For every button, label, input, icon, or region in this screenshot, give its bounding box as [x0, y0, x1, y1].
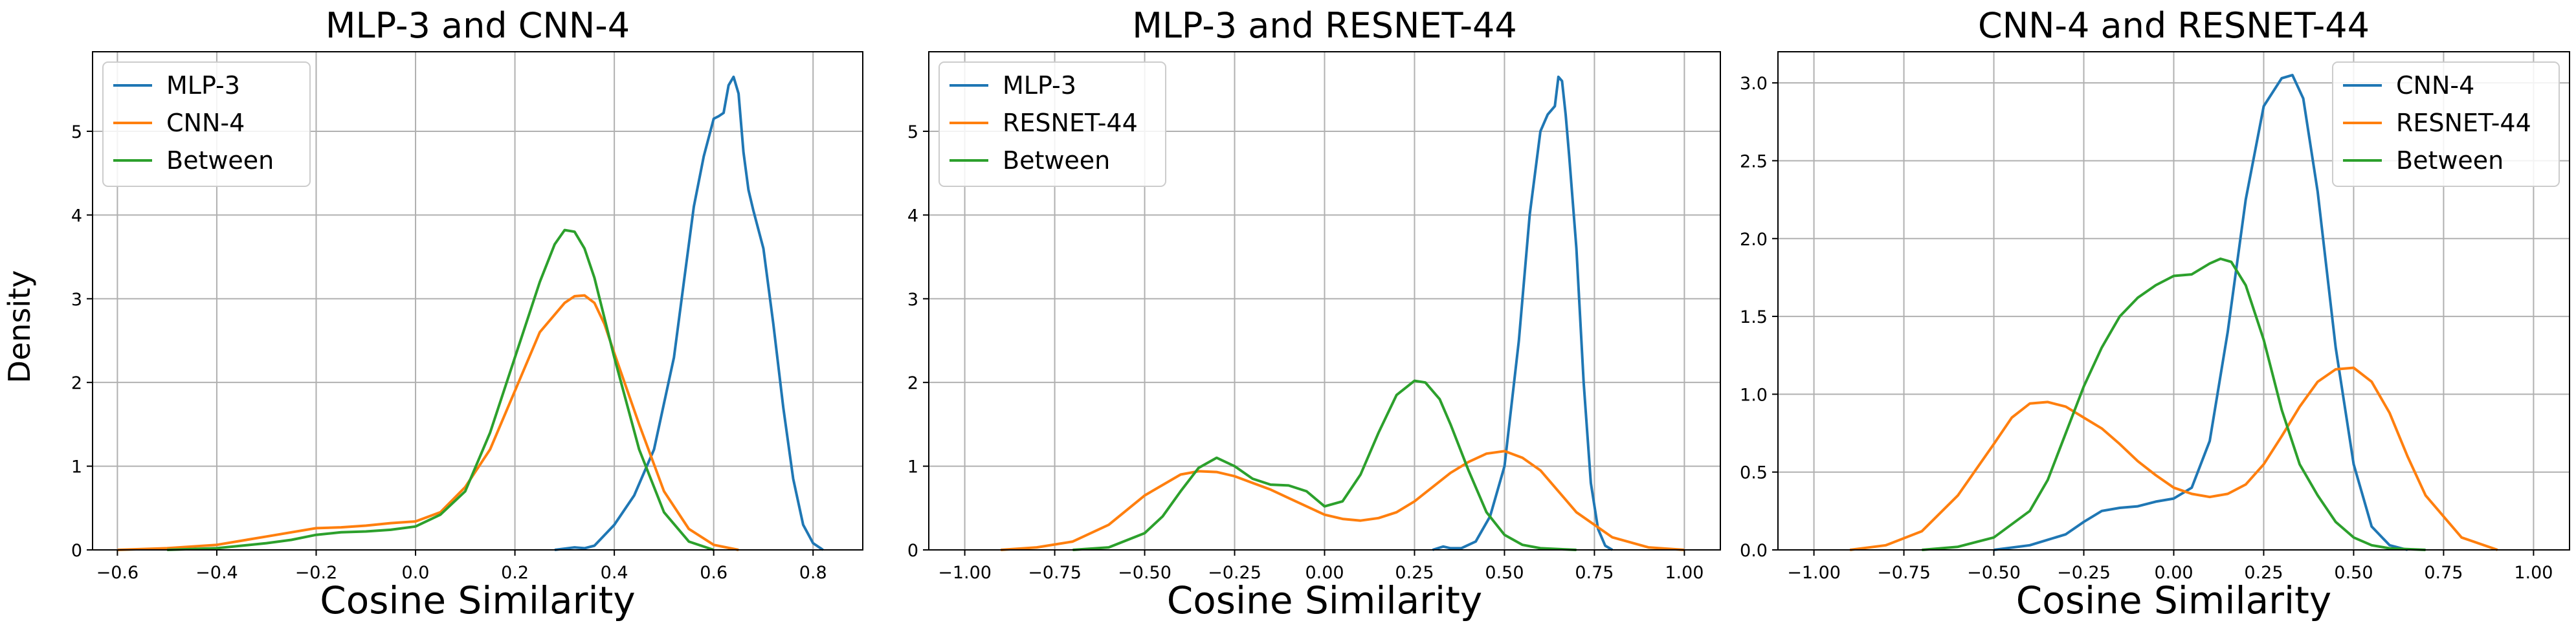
legend-label: Between	[1003, 146, 1110, 175]
x-tick-label: 0.6	[700, 563, 727, 583]
x-tick-label: 0.0	[402, 563, 430, 583]
series-line-mlp-3	[1432, 75, 1614, 551]
y-tick-label: 0.5	[1740, 463, 1768, 483]
y-tick-label: 2	[71, 373, 82, 393]
x-axis-label: Cosine Similarity	[320, 578, 635, 622]
x-tick-label: −0.50	[1967, 563, 2021, 583]
x-tick-label: 0.75	[1575, 563, 1614, 583]
legend-box	[2332, 61, 2560, 187]
legend-label: Between	[2396, 146, 2504, 175]
legend: MLP-3 RESNET-44 Between	[938, 61, 1166, 187]
subplot-1: −0.6 −0.4 −0.2 0.0 0.2 0.4 0.6 0.8 0 1 2 3 4 5 MLP-3 a…	[71, 5, 863, 622]
y-tick-label: 2.5	[1740, 151, 1768, 171]
series-line-resnet-44	[1849, 366, 2498, 551]
legend-label: RESNET-44	[1003, 109, 1138, 137]
y-tick-label: 4	[71, 206, 82, 226]
x-tick-label: 0.00	[1305, 563, 1344, 583]
axes-frame	[92, 51, 863, 551]
subplot-title: MLP-3 and CNN-4	[326, 5, 630, 46]
subplot-title: MLP-3 and RESNET-44	[1132, 5, 1516, 46]
y-tick-label: 5	[71, 122, 82, 142]
x-tick-label: 1.00	[1665, 563, 1704, 583]
x-axis-label: Cosine Similarity	[1167, 578, 1482, 622]
x-tick-label: 0.00	[2154, 563, 2193, 583]
legend-label: MLP-3	[166, 71, 240, 100]
x-tick-label: 0.8	[799, 563, 827, 583]
series-line-resnet-44	[1001, 450, 1685, 551]
x-tick-label: 0.50	[1485, 563, 1524, 583]
y-tick-label: 0	[71, 541, 82, 561]
legend-label: MLP-3	[1003, 71, 1076, 100]
x-tick-label: 0.75	[2424, 563, 2463, 583]
legend: CNN-4 RESNET-44 Between	[2332, 61, 2560, 187]
y-tick-label: 3	[907, 290, 918, 310]
legend-box	[938, 61, 1166, 187]
subplot-2: −1.00 −0.75 −0.50 −0.25 0.00 0.25 0.50 0.75 1.00…	[907, 5, 1721, 622]
y-tick-label: 1.5	[1740, 307, 1768, 327]
x-tick-label: 0.4	[601, 563, 628, 583]
y-tick-label: 0	[907, 541, 918, 561]
x-tick-label: 0.25	[1395, 563, 1434, 583]
x-tick-label: 0.2	[501, 563, 529, 583]
y-tick-label: 1.0	[1740, 385, 1768, 405]
series-line-mlp-3	[554, 75, 824, 551]
x-tick-label: −0.6	[96, 563, 139, 583]
series-line-cnn-4	[1993, 74, 2408, 551]
subplot-3: −1.00 −0.75 −0.50 −0.25 0.00 0.25 0.50 0.75 1.00…	[1740, 5, 2570, 622]
x-tick-label: 0.25	[2244, 563, 2283, 583]
legend: MLP-3 CNN-4 Between	[102, 61, 311, 187]
x-tick-label: −0.2	[295, 563, 338, 583]
y-tick-label: 5	[907, 122, 918, 142]
y-tick-label: 3.0	[1740, 74, 1768, 94]
x-tick-label: −1.00	[938, 563, 992, 583]
legend-label: Between	[166, 146, 274, 175]
legend-label: CNN-4	[166, 109, 245, 137]
x-tick-label: −0.25	[2057, 563, 2111, 583]
series-line-cnn-4	[117, 294, 739, 551]
x-axis-label: Cosine Similarity	[2016, 578, 2331, 622]
x-tick-label: −0.50	[1118, 563, 1171, 583]
legend-label: CNN-4	[2396, 71, 2474, 100]
series-line-between	[167, 228, 715, 551]
x-tick-label: 0.50	[2334, 563, 2373, 583]
y-tick-label: 1	[907, 457, 918, 477]
y-tick-label: 3	[71, 290, 82, 310]
y-tick-label: 2.0	[1740, 230, 1768, 250]
series-line-between	[1922, 257, 2426, 551]
x-tick-label: 1.00	[2514, 563, 2553, 583]
y-tick-label: 1	[71, 457, 82, 477]
legend-box	[102, 61, 311, 187]
y-tick-label: 2	[907, 373, 918, 393]
series-line-between	[1072, 379, 1577, 551]
y-tick-label: 0.0	[1740, 541, 1768, 561]
x-tick-label: −0.4	[195, 563, 238, 583]
figure-ylabel: Density	[2, 270, 37, 384]
x-tick-label: −0.75	[1877, 563, 1931, 583]
y-tick-label: 4	[907, 206, 918, 226]
x-tick-label: −0.25	[1208, 563, 1261, 583]
subplot-title: CNN-4 and RESNET-44	[1978, 5, 2370, 46]
x-tick-label: −0.75	[1028, 563, 1082, 583]
legend-label: RESNET-44	[2396, 109, 2531, 137]
x-tick-label: −1.00	[1787, 563, 1841, 583]
